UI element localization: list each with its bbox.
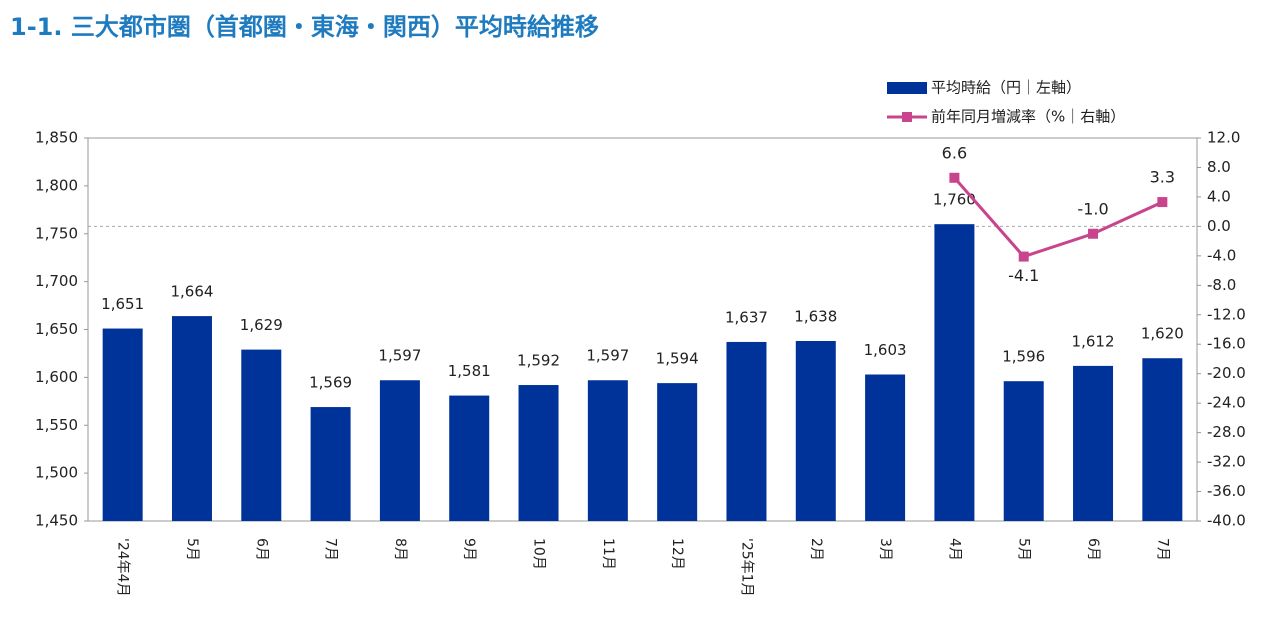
line-marker [1088, 228, 1099, 239]
bar-label: 1,594 [656, 350, 699, 368]
bar-label: 1,597 [378, 347, 421, 365]
bar-label: 1,592 [517, 352, 560, 370]
legend-swatch [887, 82, 927, 94]
line-label: -4.1 [1008, 266, 1039, 285]
x-tick-label: 4月 [946, 538, 962, 561]
y-tick-label: 1,450 [35, 512, 78, 530]
legend-label: 前年同月増減率（%｜右軸） [931, 108, 1125, 126]
x-tick-label: 2月 [808, 538, 824, 561]
line-marker [949, 172, 960, 183]
bar [795, 340, 836, 521]
y-tick-label: 1,550 [35, 416, 78, 434]
x-tick-label: '24年4月 [115, 538, 131, 597]
bar [865, 374, 906, 521]
x-tick-label: '25年1月 [738, 538, 754, 597]
y2-tick-label: -4.0 [1207, 246, 1236, 264]
y-tick-label: 1,850 [35, 129, 78, 147]
bar-label: 1,664 [170, 283, 213, 301]
bar-label: 1,581 [448, 362, 491, 380]
bar-label: 1,637 [725, 308, 768, 326]
bar-label: 1,760 [933, 191, 976, 209]
line-marker [1018, 251, 1029, 262]
bar [310, 407, 351, 521]
y-tick-label: 1,500 [35, 464, 78, 482]
bar [241, 349, 282, 521]
bar [1142, 358, 1183, 521]
bar [449, 395, 490, 521]
line-label: -1.0 [1077, 199, 1108, 218]
bar-label: 1,597 [586, 347, 629, 365]
y2-tick-label: -16.0 [1207, 335, 1246, 353]
y2-tick-label: 0.0 [1207, 217, 1231, 235]
legend-label: 平均時給（円｜左軸） [931, 79, 1081, 97]
bar-label: 1,569 [309, 374, 352, 392]
line-label: 6.6 [942, 143, 967, 162]
x-tick-label: 5月 [1016, 538, 1032, 561]
bar [1003, 381, 1044, 521]
y2-tick-label: -28.0 [1207, 423, 1246, 441]
y-tick-label: 1,700 [35, 272, 78, 290]
bar-label: 1,596 [1002, 348, 1045, 366]
x-tick-label: 3月 [877, 538, 893, 561]
x-tick-label: 11月 [600, 538, 616, 570]
x-tick-label: 8月 [392, 538, 408, 561]
line-marker [1157, 197, 1168, 208]
x-tick-label: 7月 [1154, 538, 1170, 561]
y2-tick-label: 12.0 [1207, 129, 1240, 147]
y-tick-label: 1,650 [35, 320, 78, 338]
x-tick-label: 6月 [1085, 538, 1101, 561]
x-tick-label: 7月 [323, 538, 339, 561]
y2-tick-label: -32.0 [1207, 453, 1246, 471]
bar-label: 1,620 [1141, 325, 1184, 343]
bar [102, 328, 143, 521]
bar-label: 1,612 [1072, 332, 1115, 350]
x-tick-label: 10月 [531, 538, 547, 570]
y2-tick-label: 8.0 [1207, 158, 1231, 176]
y2-tick-label: -40.0 [1207, 512, 1246, 530]
bar [657, 383, 698, 521]
y-tick-label: 1,600 [35, 368, 78, 386]
y2-tick-label: -12.0 [1207, 305, 1246, 323]
y2-tick-label: -24.0 [1207, 394, 1246, 412]
x-tick-label: 6月 [253, 538, 269, 561]
y-tick-label: 1,800 [35, 176, 78, 194]
x-tick-label: 12月 [669, 538, 685, 570]
bar-label: 1,603 [864, 341, 907, 359]
line [953, 176, 1163, 259]
bar [587, 380, 628, 521]
bar [518, 385, 559, 521]
y2-tick-label: 4.0 [1207, 187, 1231, 205]
bar-label: 1,638 [794, 307, 837, 325]
x-tick-label: 5月 [184, 538, 200, 561]
bar-label: 1,651 [101, 295, 144, 313]
y2-tick-label: -36.0 [1207, 482, 1246, 500]
bar [726, 341, 767, 521]
y2-tick-label: -20.0 [1207, 364, 1246, 382]
bar-label: 1,629 [240, 316, 283, 334]
chart-title: 1-1. 三大都市圏（首都圏・東海・関西）平均時給推移 [10, 13, 599, 41]
x-tick-label: 9月 [461, 538, 477, 561]
y2-tick-label: -8.0 [1207, 276, 1236, 294]
bar [171, 316, 212, 521]
y-tick-label: 1,750 [35, 224, 78, 242]
bar [379, 380, 420, 521]
bar [1073, 365, 1114, 521]
bar [934, 224, 975, 522]
legend-swatch [902, 112, 912, 122]
line-label: 3.3 [1150, 168, 1175, 187]
